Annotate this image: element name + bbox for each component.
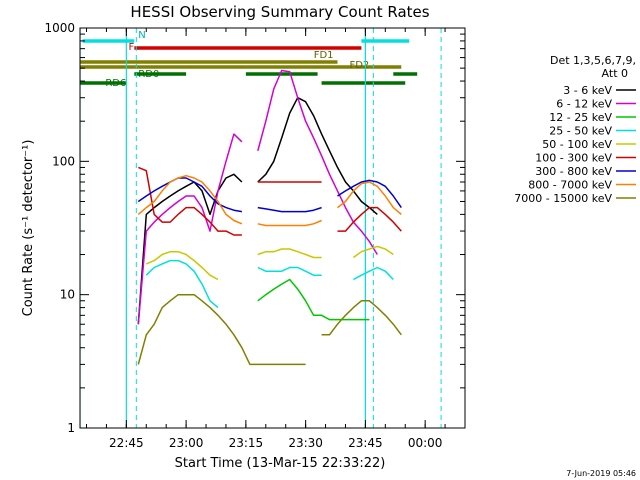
series-lines — [137, 71, 402, 366]
observing-flags: NF FD1 FD2 RD0 RD6 — [80, 30, 418, 89]
flag-label-fd2: FD2 — [349, 60, 369, 71]
series-line-1 — [138, 71, 393, 325]
y-axis-label: Count Rate (s⁻¹ detector⁻¹) — [21, 140, 36, 317]
legend-label: 7000 - 15000 keV — [514, 192, 612, 205]
footer-timestamp: 7-Jun-2019 05:46 — [566, 469, 636, 478]
series-line-3 — [145, 259, 394, 309]
series-line-2 — [257, 278, 370, 321]
y-tick-label: 100 — [52, 154, 75, 168]
legend-label: 25 - 50 keV — [549, 125, 612, 138]
legend-label: 3 - 6 keV — [563, 84, 612, 97]
series-line-7 — [137, 174, 402, 227]
x-tick-label: 00:00 — [408, 436, 443, 450]
legend-label: 100 - 300 keV — [535, 152, 612, 165]
flag-label-rd6: RD6 — [105, 78, 126, 89]
plot-frame — [79, 27, 466, 429]
series-line-5 — [138, 166, 402, 236]
x-axis-label: Start Time (13-Mar-15 22:33:22) — [175, 456, 386, 471]
y-tick-label: 1 — [67, 421, 75, 435]
series-line-0 — [138, 98, 393, 325]
x-tick-label: 23:00 — [169, 436, 204, 450]
y-tick-label: 1000 — [44, 21, 75, 35]
x-axis: 22:45 23:00 23:15 23:30 23:45 00:00 — [86, 28, 466, 450]
chart-title: HESSI Observing Summary Count Rates — [130, 3, 429, 21]
flag-label-f: F — [129, 42, 135, 53]
legend-label: 6 - 12 keV — [556, 98, 612, 111]
x-tick-label: 23:45 — [348, 436, 383, 450]
x-tick-label: 23:15 — [229, 436, 264, 450]
series-line-6 — [137, 177, 402, 213]
flag-label-n: N — [138, 30, 145, 41]
legend-title-line-2: Att 0 — [602, 67, 628, 80]
legend-title-line-1: Det 1,3,5,6,7,9, — [550, 54, 636, 67]
legend-label: 50 - 100 keV — [542, 138, 612, 151]
time-markers — [80, 28, 442, 428]
series-line-4 — [146, 245, 394, 281]
y-tick-label: 10 — [60, 288, 75, 302]
x-tick-label: 23:30 — [288, 436, 323, 450]
y-axis: 1 10 100 1000 — [44, 21, 465, 435]
legend-label: 800 - 7000 keV — [528, 179, 612, 192]
flag-label-rd0: RD0 — [138, 69, 159, 80]
flag-label-fd1: FD1 — [314, 50, 334, 61]
series-line-8 — [137, 293, 402, 366]
x-tick-label: 22:45 — [109, 436, 144, 450]
legend-label: 300 - 800 keV — [535, 165, 612, 178]
legend-label: 12 - 25 keV — [549, 111, 612, 124]
